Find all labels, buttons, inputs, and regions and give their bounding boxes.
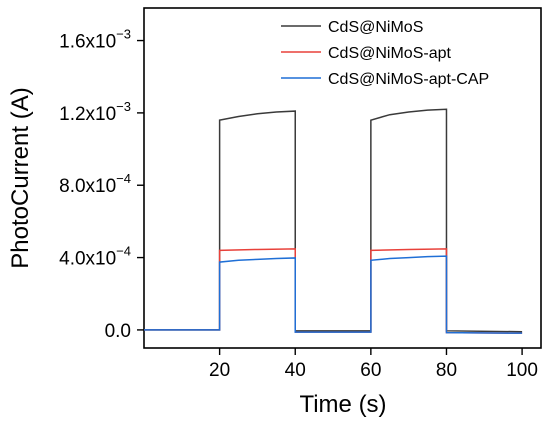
y-tick-label: 1.6x10−3 [59,27,131,53]
x-tick-label: 100 [506,360,538,381]
y-tick-label: 1.2x10−3 [59,99,131,125]
legend-label-2: CdS@NiMoS-apt [328,45,452,62]
series-layer [144,108,523,334]
x-tick-label: 20 [209,360,230,381]
x-tick-label: 60 [360,360,381,381]
legend-label-3: CdS@NiMoS-apt-CAP [328,71,489,88]
x-tick-label: 80 [436,360,457,381]
y-axis-ticks: 0.0 4.0x10−4 8.0x10−4 1.2x10−3 1.6x10−3 [59,27,144,342]
y-tick-label: 0.0 [105,321,131,342]
x-axis-label: Time (s) [299,391,386,418]
series-line-1 [144,108,523,333]
legend: CdS@NiMoS CdS@NiMoS-apt CdS@NiMoS-apt-CAP [281,19,489,88]
plot-area-frame [143,7,542,349]
x-axis-ticks: 20 40 60 80 100 [209,348,538,381]
y-tick-label: 8.0x10−4 [59,171,131,197]
series-line-2 [144,248,523,334]
y-tick-label: 4.0x10−4 [59,244,131,270]
series-line-3 [144,255,523,334]
legend-label-1: CdS@NiMoS [328,19,423,36]
y-axis-label: PhotoCurrent (A) [7,87,34,268]
x-tick-label: 40 [285,360,306,381]
